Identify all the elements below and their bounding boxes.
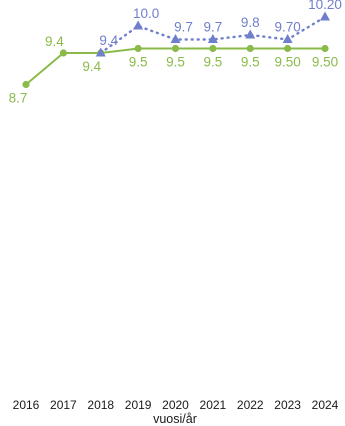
- x-axis: 2016 2017 2018 2019 2020 2021 2022 2023 2024: [13, 398, 339, 412]
- data-point: [22, 80, 30, 89]
- data-label: 9.50: [274, 55, 300, 70]
- data-label: 9.8: [241, 15, 260, 30]
- data-point: [321, 44, 329, 53]
- data-point: [245, 29, 256, 39]
- series-green: 8.7 9.4 9.4 9.5 9.5 9.5 9.5 9.50 9.50: [9, 34, 339, 106]
- data-point: [282, 34, 293, 43]
- data-label: 9.50: [312, 55, 338, 70]
- data-point: [133, 20, 144, 30]
- series-layer: 8.79.49.4 9.5 9.5 9.5 9.5 9.50 9.509.410.09.7 9…: [9, 0, 342, 106]
- data-label: 9.4: [82, 59, 101, 74]
- data-label: 10.20: [308, 0, 342, 12]
- x-tick-label: 2024: [312, 398, 339, 412]
- data-point: [170, 34, 181, 43]
- data-label: 8.7: [9, 91, 28, 106]
- data-point: [209, 44, 217, 53]
- data-label: 9.5: [166, 55, 185, 70]
- data-point: [284, 44, 292, 53]
- series-blue: 9.4 10.0 9.7 9.7 9.8 9.70 10.20: [95, 0, 342, 57]
- data-label: 9.7: [174, 20, 193, 35]
- x-tick-label: 2019: [125, 398, 152, 412]
- data-point: [171, 44, 180, 53]
- data-point: [207, 34, 218, 43]
- data-label: 9.5: [129, 55, 148, 70]
- data-label: 9.70: [274, 20, 300, 35]
- data-label: 10.0: [133, 6, 159, 21]
- x-tick-label: 2022: [237, 398, 264, 412]
- x-tick-label: 2018: [87, 398, 114, 412]
- x-tick-label: 2016: [13, 398, 40, 412]
- data-point: [134, 44, 142, 53]
- data-label: 9.4: [45, 34, 64, 49]
- data-label: 9.5: [241, 55, 260, 70]
- x-tick-label: 2020: [162, 398, 189, 412]
- data-label: 9.7: [203, 20, 222, 35]
- data-point: [59, 49, 67, 57]
- x-tick-label: 2017: [50, 398, 77, 412]
- data-point: [320, 11, 330, 21]
- x-axis-label: vuosi/år: [153, 412, 197, 426]
- data-point: [95, 47, 106, 57]
- data-label: 9.4: [99, 33, 118, 48]
- x-tick-label: 2021: [200, 398, 227, 412]
- x-tick-label: 2023: [274, 398, 301, 412]
- data-point: [246, 44, 254, 53]
- data-label: 9.5: [203, 55, 222, 70]
